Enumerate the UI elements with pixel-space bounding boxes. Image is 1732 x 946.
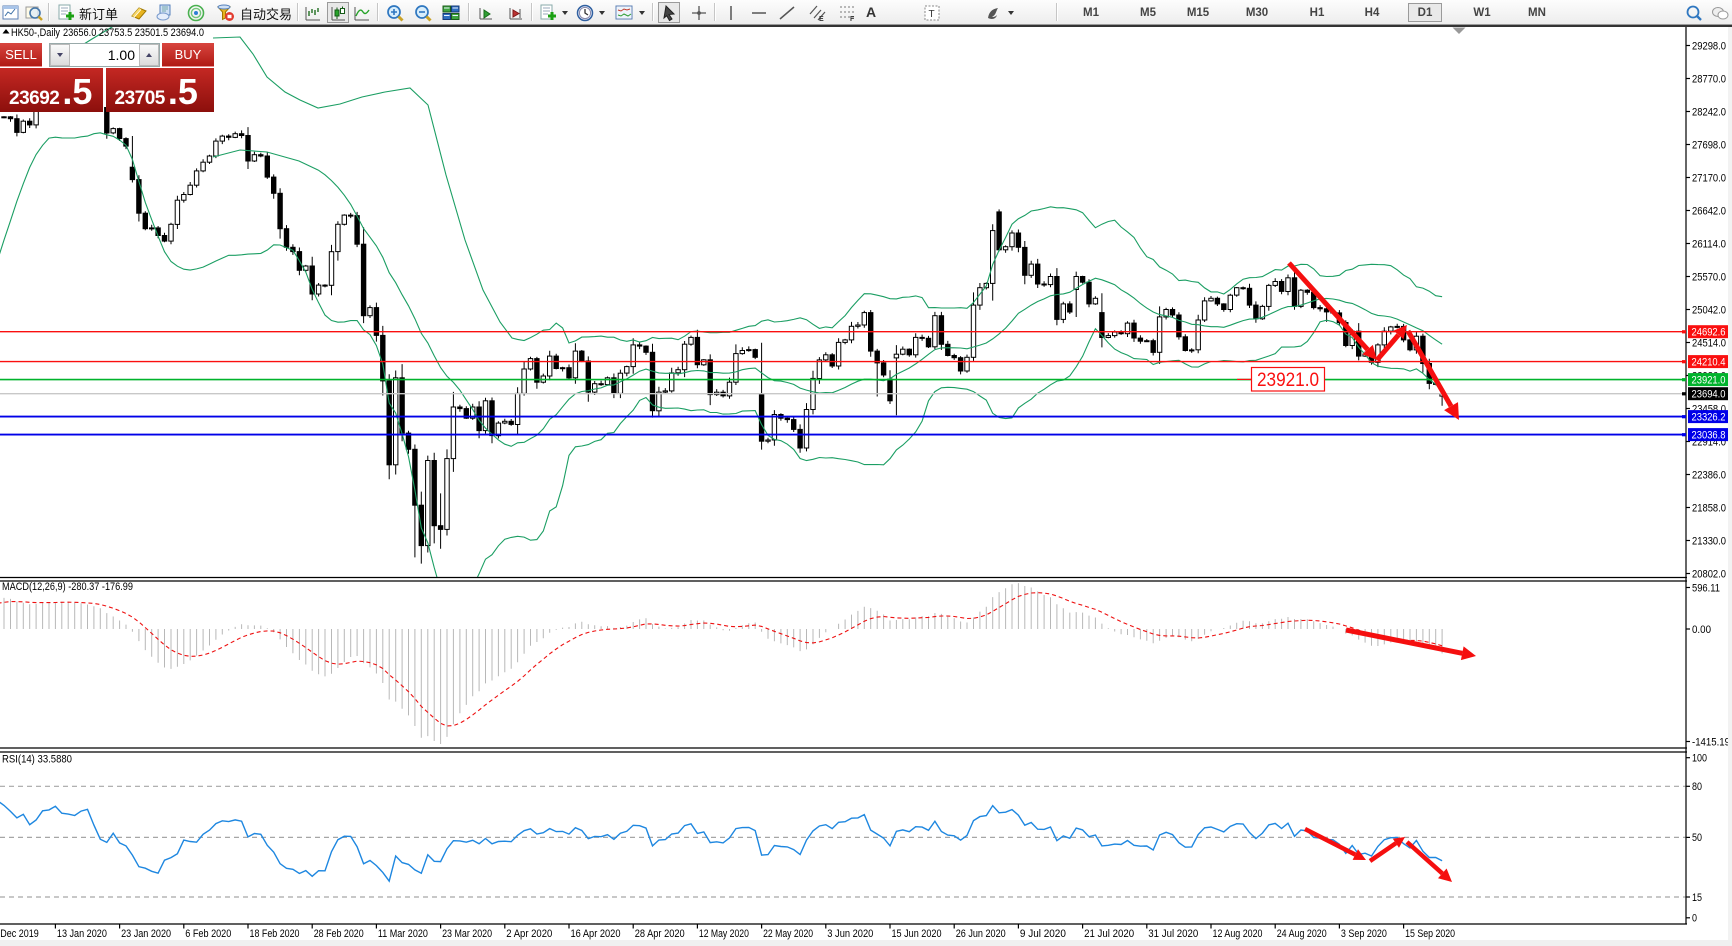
svg-text:24514.0: 24514.0 [1692,337,1726,349]
svg-text:23921.0: 23921.0 [1257,370,1319,391]
svg-text:28242.0: 28242.0 [1692,106,1726,118]
svg-text:F: F [850,16,855,22]
svg-text:23 Mar 2020: 23 Mar 2020 [442,928,492,940]
svg-text:3 Sep 2020: 3 Sep 2020 [1341,928,1387,940]
svg-text:RSI(14) 33.5880: RSI(14) 33.5880 [2,754,72,766]
svg-text:0: 0 [1692,913,1697,925]
svg-text:22386.0: 22386.0 [1692,469,1726,481]
svg-text:18 Feb 2020: 18 Feb 2020 [250,928,300,940]
svg-text:23036.8: 23036.8 [1692,429,1726,441]
svg-text:50: 50 [1692,832,1702,844]
svg-text:26642.0: 26642.0 [1692,205,1726,217]
svg-text:23694.0: 23694.0 [1692,389,1726,401]
svg-text:26 Jun 2020: 26 Jun 2020 [956,928,1006,940]
svg-text:6 Feb 2020: 6 Feb 2020 [185,928,231,940]
svg-text:MACD(12,26,9) -280.37 -176.99: MACD(12,26,9) -280.37 -176.99 [2,581,133,593]
svg-text:21 Jul 2020: 21 Jul 2020 [1084,928,1134,940]
svg-text:27170.0: 27170.0 [1692,172,1726,184]
svg-text:2 Apr 2020: 2 Apr 2020 [506,928,552,940]
svg-text:23 Jan 2020: 23 Jan 2020 [121,928,171,940]
svg-text:16 Apr 2020: 16 Apr 2020 [571,928,621,940]
svg-text:23921.0: 23921.0 [1692,374,1726,386]
svg-text:28 Feb 2020: 28 Feb 2020 [314,928,364,940]
svg-text:26114.0: 26114.0 [1692,238,1726,250]
svg-text:3 Jun 2020: 3 Jun 2020 [827,928,873,940]
svg-text:24 Aug 2020: 24 Aug 2020 [1277,928,1327,940]
svg-text:24692.6: 24692.6 [1692,327,1726,339]
svg-text:23656.0 23753.5 23501.5 23694.: 23656.0 23753.5 23501.5 23694.0 [63,27,204,39]
svg-text:28 Apr 2020: 28 Apr 2020 [635,928,685,940]
svg-text:25570.0: 25570.0 [1692,271,1726,283]
svg-text:-1415.19: -1415.19 [1692,736,1730,748]
svg-text:15: 15 [1692,892,1702,904]
svg-text:HK50-,Daily: HK50-,Daily [11,27,61,39]
svg-text:11 Mar 2020: 11 Mar 2020 [378,928,428,940]
svg-text:31 Jul 2020: 31 Jul 2020 [1148,928,1198,940]
svg-text:12 Aug 2020: 12 Aug 2020 [1213,928,1263,940]
svg-text:E: E [819,16,824,22]
svg-text:25042.0: 25042.0 [1692,304,1726,316]
svg-text:24210.4: 24210.4 [1692,356,1726,368]
svg-text:29298.0: 29298.0 [1692,40,1726,52]
svg-text:T: T [929,9,935,20]
svg-text:12 May 2020: 12 May 2020 [699,928,749,940]
svg-text:28770.0: 28770.0 [1692,73,1726,85]
svg-text:9 Jul 2020: 9 Jul 2020 [1020,928,1066,940]
svg-text:2 Dec 2019: 2 Dec 2019 [0,928,39,940]
svg-text:20802.0: 20802.0 [1692,568,1726,580]
svg-text:23326.2: 23326.2 [1692,411,1726,423]
svg-text:22 May 2020: 22 May 2020 [763,928,813,940]
svg-text:0.00: 0.00 [1692,624,1711,636]
svg-text:100: 100 [1692,753,1707,765]
svg-text:80: 80 [1692,781,1702,793]
svg-text:596.11: 596.11 [1692,582,1720,594]
svg-text:21330.0: 21330.0 [1692,535,1726,547]
svg-text:13 Jan 2020: 13 Jan 2020 [57,928,107,940]
svg-text:15 Sep 2020: 15 Sep 2020 [1405,928,1455,940]
svg-text:15 Jun 2020: 15 Jun 2020 [892,928,942,940]
svg-text:21858.0: 21858.0 [1692,502,1726,514]
svg-text:27698.0: 27698.0 [1692,139,1726,151]
